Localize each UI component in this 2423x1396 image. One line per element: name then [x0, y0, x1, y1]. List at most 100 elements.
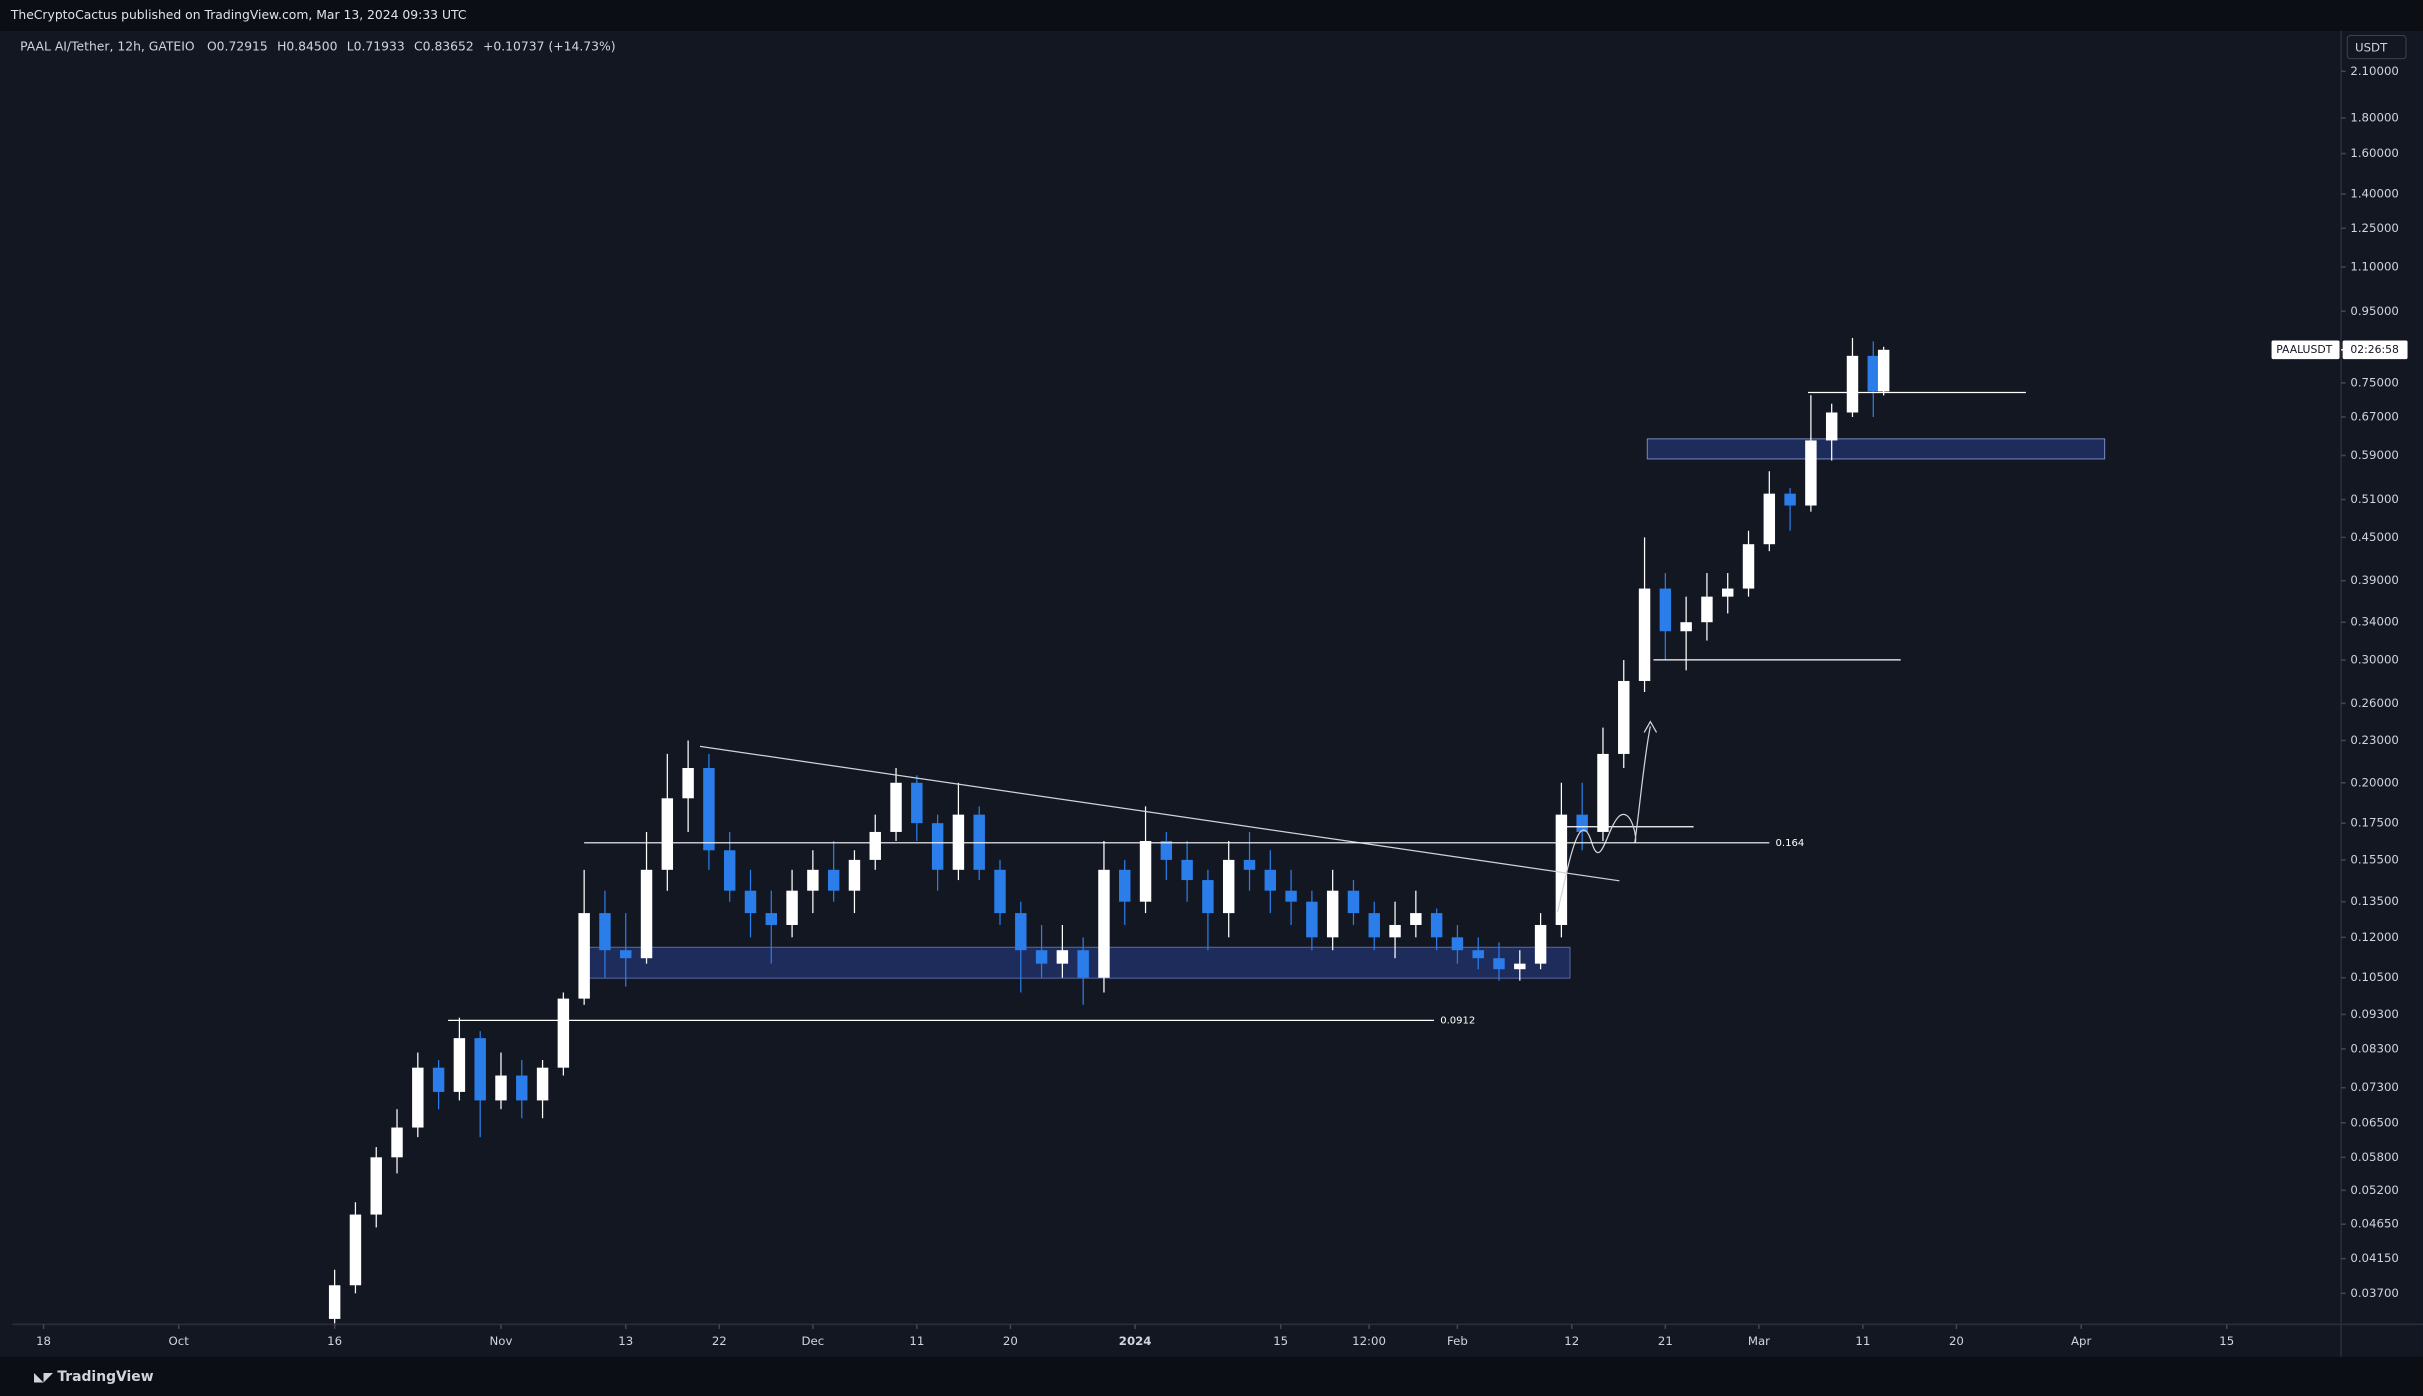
- candle-body: [1181, 859, 1193, 881]
- projection-arrow: [1643, 720, 1658, 733]
- candle-body: [1597, 753, 1609, 832]
- demand-zone: [583, 946, 1571, 979]
- candle-body: [765, 913, 778, 925]
- y-tick-label: 0.04150: [2350, 1251, 2399, 1265]
- candle-body: [536, 1067, 549, 1101]
- x-tick-label: 21: [1658, 1334, 1673, 1348]
- y-tick-label: 0.20000: [2350, 775, 2399, 789]
- candle-body: [744, 890, 757, 914]
- candle-body: [620, 950, 632, 959]
- candle-body: [1119, 869, 1131, 902]
- y-tick-label: 0.67000: [2350, 409, 2399, 423]
- candle-body: [1514, 963, 1526, 970]
- candle-body: [1430, 913, 1443, 938]
- x-tick-label: Oct: [169, 1334, 190, 1348]
- candle-body: [453, 1038, 466, 1092]
- candle-body: [1202, 880, 1214, 914]
- candle-body: [1576, 814, 1588, 832]
- x-tick-label: Feb: [1447, 1334, 1468, 1348]
- legend: PAAL AI/Tether, 12h, GATEIO O0.72915 H0.84…: [20, 39, 615, 53]
- y-tick-label: 1.10000: [2350, 259, 2399, 273]
- candle-body: [1618, 680, 1630, 754]
- x-tick-label: 22: [712, 1334, 727, 1348]
- x-tick-label: 15: [1273, 1334, 1288, 1348]
- candle-body: [1222, 859, 1235, 914]
- candle-body: [370, 1157, 382, 1215]
- legend-low: L0.71933: [347, 39, 405, 53]
- x-tick-label: 12:00: [1352, 1334, 1386, 1348]
- y-tick-label: 1.40000: [2350, 186, 2399, 200]
- y-tick-label: 0.04650: [2350, 1217, 2399, 1231]
- symbol-tag: PAALUSDT: [2276, 343, 2332, 356]
- x-tick-label: 11: [1855, 1334, 1870, 1348]
- y-tick-label: 0.30000: [2350, 653, 2399, 667]
- candle-body: [1139, 840, 1152, 902]
- legend-high: H0.84500: [277, 39, 338, 53]
- x-tick-label: 20: [1003, 1334, 1018, 1348]
- candle-body: [661, 798, 674, 870]
- footer-brand: ◣◤ TradingView: [34, 1369, 154, 1385]
- legend-symbol: PAAL AI/Tether, 12h, GATEIO: [20, 39, 195, 53]
- y-tick-label: 0.05800: [2350, 1150, 2399, 1164]
- footer-bar: [0, 1356, 2423, 1396]
- candle-body: [495, 1075, 507, 1101]
- candle-body: [869, 831, 881, 860]
- symbol-tag-box: [2271, 340, 2340, 360]
- y-tick-label: 1.25000: [2350, 221, 2399, 235]
- countdown-box: [2342, 340, 2408, 360]
- y-tick-label: 1.80000: [2350, 110, 2399, 124]
- candle-body: [1825, 412, 1838, 441]
- candle-body: [328, 1285, 341, 1319]
- y-tick-label: 0.17500: [2350, 816, 2399, 830]
- candle-body: [931, 823, 944, 870]
- candle-body: [786, 890, 798, 925]
- level-label: 0.0912: [1440, 1015, 1475, 1026]
- legend-close: C0.83652: [414, 39, 474, 53]
- candle-body: [1306, 901, 1318, 938]
- candle-body: [1472, 950, 1484, 959]
- candle-body: [723, 850, 736, 891]
- currency: USDT: [2355, 40, 2388, 54]
- y-tick-label: 0.07300: [2350, 1080, 2399, 1094]
- currency-box: [2346, 35, 2407, 60]
- candle-body: [1742, 544, 1755, 589]
- candle-body: [1846, 355, 1859, 413]
- x-tick-label: Dec: [802, 1334, 825, 1348]
- y-tick-label: 1.60000: [2350, 146, 2399, 160]
- candle-body: [474, 1038, 486, 1101]
- x-tick-label: 12: [1564, 1334, 1579, 1348]
- candle-body: [640, 869, 653, 959]
- candle-body: [391, 1127, 403, 1158]
- legend-open: O0.72915: [207, 39, 268, 53]
- candle-body: [827, 869, 840, 891]
- candle-body: [703, 768, 715, 851]
- candle-body: [1763, 493, 1776, 545]
- y-tick-label: 0.39000: [2350, 573, 2399, 587]
- candle-body: [1347, 890, 1360, 914]
- candle-body: [1389, 924, 1401, 938]
- y-tick-label: 0.75000: [2350, 375, 2399, 389]
- y-tick-label: 0.26000: [2350, 696, 2399, 710]
- candle-body: [1264, 869, 1277, 891]
- y-tick-label: 0.12000: [2350, 930, 2399, 944]
- candle-body: [1243, 859, 1256, 870]
- candle-body: [349, 1214, 362, 1286]
- candle-body: [1368, 913, 1380, 938]
- level-label: 0.164: [1776, 838, 1805, 849]
- y-tick-label: 0.03700: [2350, 1286, 2399, 1300]
- candle-body: [1722, 588, 1734, 597]
- candle-body: [1285, 890, 1297, 902]
- y-tick-label: 0.09300: [2350, 1007, 2399, 1021]
- candle-body: [807, 869, 819, 891]
- y-tick-label: 2.10000: [2350, 64, 2399, 78]
- candle-body: [412, 1067, 424, 1128]
- legend-change: +0.10737 (+14.73%): [483, 39, 616, 53]
- brand-name: TradingView: [57, 1369, 153, 1385]
- flip-zone: [1646, 438, 2106, 460]
- y-tick-label: 0.59000: [2350, 448, 2399, 462]
- candle-body: [1867, 355, 1879, 392]
- y-tick-label: 0.34000: [2350, 615, 2399, 629]
- y-tick-label: 0.05200: [2350, 1183, 2399, 1197]
- candle-body: [432, 1067, 445, 1092]
